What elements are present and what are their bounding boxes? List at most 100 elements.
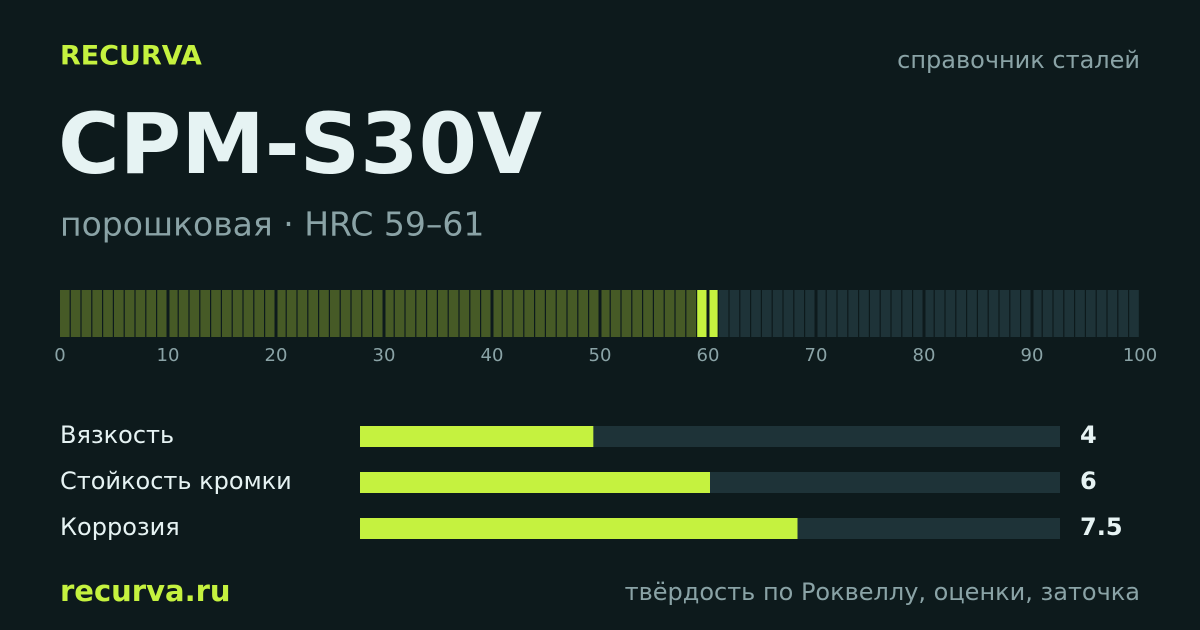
scale-cell [394,290,405,337]
scale-cell [589,290,599,337]
brand: RECURVA [60,41,202,72]
scale-cell [1118,290,1128,337]
scale-cell [1042,290,1053,337]
scale-cell [459,290,470,337]
x-tick-label: 70 [805,345,828,366]
scale-cell [243,290,254,337]
scale-cell [891,290,902,337]
scale-cell [178,290,189,337]
x-tick-label: 50 [589,345,612,366]
scale-cell [385,290,394,337]
scale-cell [524,290,534,337]
rating-label: Вязкость [60,421,174,449]
scale-cell [92,290,102,337]
subtitle: порошковая · HRC 59–61 [60,205,484,244]
scale-cell [610,290,621,337]
scale-cell [601,290,610,337]
scale-cell [135,290,146,337]
scale-cell [286,290,297,337]
rating-bar [360,472,710,493]
scale-cell [1033,290,1042,337]
rating-label: Стойкость кромки [60,467,292,495]
scale-cell [837,290,848,337]
scale-cell [1075,290,1085,337]
scale-cell [513,290,524,337]
scale-cell [913,290,923,337]
scale-cell [502,290,513,337]
scale-cell [265,290,275,337]
scale-cell [772,290,783,337]
scale-cell [70,290,81,337]
scale-cell [362,290,372,337]
scale-cell [817,290,826,337]
scale-cell [740,290,750,337]
x-tick-label: 100 [1123,345,1157,366]
scale-cell [169,290,178,337]
scale-cell [1129,290,1139,337]
scale-cell [805,290,815,337]
rating-bar [360,518,798,539]
scale-cell [783,290,794,337]
scale-cell [1086,290,1096,337]
scale-cell [438,290,448,337]
scale-cell [330,290,340,337]
x-tick-label: 0 [54,345,65,366]
scale-cell [643,290,653,337]
scale-cell [675,290,686,337]
rating-value: 6 [1080,467,1097,495]
scale-cell [578,290,588,337]
scale-cell [880,290,891,337]
scale-cell [254,290,264,337]
scale-cell [762,290,772,337]
scale-cell [956,290,966,337]
scale-cell [556,290,567,337]
x-tick-label: 90 [1021,345,1044,366]
scale-cell [1021,290,1031,337]
scale-cell [826,290,837,337]
scale-cell [277,290,286,337]
scale-cell [427,290,437,337]
scale-cell [621,290,632,337]
x-tick-label: 30 [373,345,396,366]
scale-cell [114,290,124,337]
scale-cell [978,290,988,337]
site[interactable]: recurva.ru [60,574,231,608]
scale-cell [729,290,740,337]
scale-cell [222,290,232,337]
scale-cell [988,290,999,337]
rating-bar [360,426,594,447]
scale-cell [686,290,696,337]
x-tick-label: 20 [265,345,288,366]
scale-cell [902,290,912,337]
scale-cell [1096,290,1107,337]
scale-cell [481,290,491,337]
scale-cell [632,290,642,337]
scale-cell [146,290,156,337]
scale-cell [848,290,858,337]
scale-cell [945,290,956,337]
title: CPM-S30V [58,95,542,193]
scale-cell [1107,290,1118,337]
scale-cell [870,290,880,337]
scale-cell [859,290,869,337]
scale-cell [211,290,221,337]
scale-cell [103,290,113,337]
scale-cell [60,290,70,337]
scale-cell [967,290,977,337]
x-tick-label: 10 [157,345,180,366]
scale-cell [567,290,578,337]
scale-cell [308,290,318,337]
rating-value: 4 [1080,421,1097,449]
range-cell [697,290,707,337]
scale-cell [405,290,416,337]
range-cell [709,290,718,337]
tagline: справочник сталей [897,46,1140,74]
scale-cell [1064,290,1074,337]
scale-cell [1053,290,1064,337]
scale-cell [470,290,480,337]
scale-cell [319,290,329,337]
scale-cell [340,290,351,337]
scale-cell [351,290,362,337]
scale-cell [200,290,210,337]
